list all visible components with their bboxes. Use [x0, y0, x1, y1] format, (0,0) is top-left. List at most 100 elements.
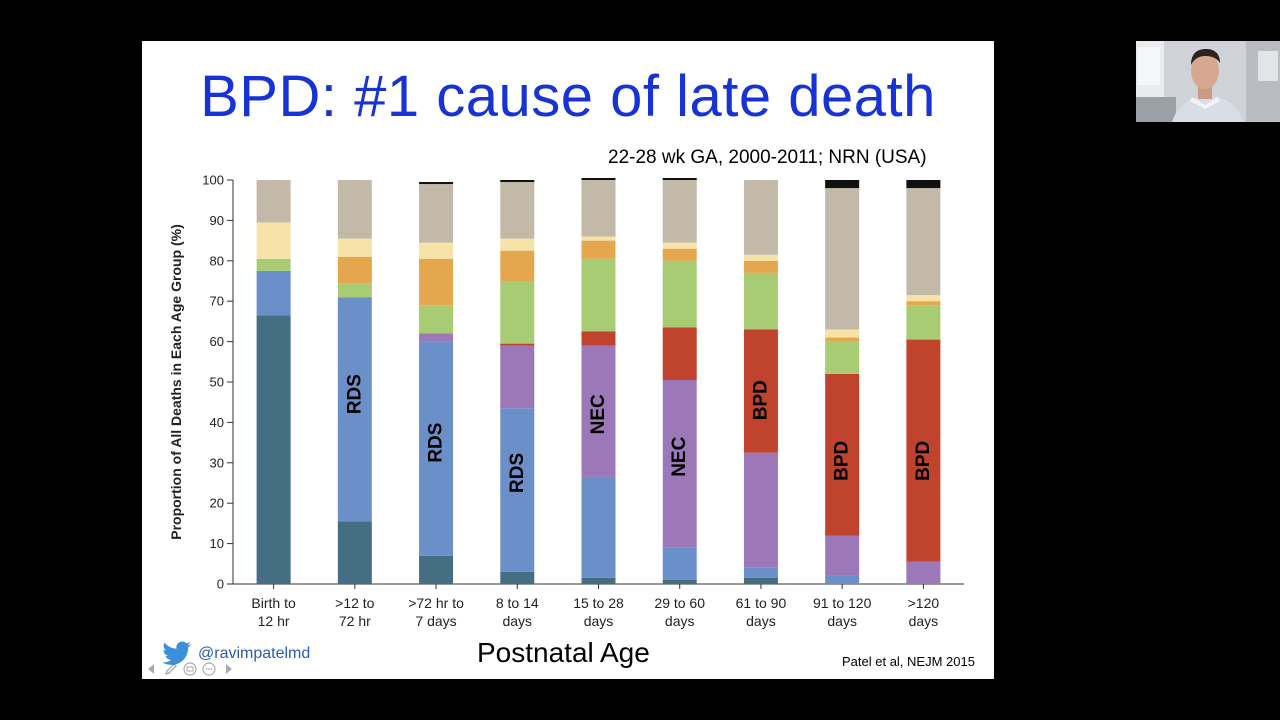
presenter-video-image	[1136, 41, 1280, 122]
chart-subtitle: 22-28 wk GA, 2000-2011; NRN (USA)	[608, 147, 927, 168]
x-category-label: 91 to 120	[813, 595, 872, 611]
bar-segment	[743, 254, 778, 261]
x-category-label: 15 to 28	[573, 595, 624, 611]
bar-segment	[256, 222, 291, 259]
bar-segment	[419, 333, 454, 342]
bar-segment	[256, 180, 291, 223]
bar-segment	[337, 283, 372, 298]
bar-segment	[419, 305, 454, 334]
bar-segment	[500, 343, 535, 346]
bar-segment	[337, 238, 372, 257]
y-tick-label: 50	[210, 375, 224, 390]
bar-segment	[581, 258, 616, 332]
x-axis-title: Postnatal Age	[477, 637, 650, 668]
bar-segment	[256, 315, 291, 584]
bar-segment	[581, 180, 616, 237]
bar-segment	[825, 535, 860, 576]
bar-segment	[662, 248, 697, 261]
x-category-label: 72 hr	[339, 613, 371, 629]
x-category-label: >72 hr to	[408, 595, 464, 611]
x-category-label: 7 days	[415, 613, 456, 629]
bar-segment	[500, 238, 535, 251]
bar-segment	[906, 301, 941, 306]
twitter-bird-icon	[162, 641, 191, 665]
bar-segment	[500, 571, 535, 584]
bar-segment	[906, 180, 941, 189]
bar-segment	[419, 341, 454, 556]
bar-segment	[825, 341, 860, 374]
bar-annotation: RDS	[426, 423, 447, 463]
bar-segment	[743, 260, 778, 273]
slides-icon[interactable]	[182, 661, 198, 677]
y-tick-label: 40	[210, 415, 224, 430]
bar-segment	[825, 329, 860, 338]
y-tick-label: 80	[210, 253, 224, 268]
bar-segment	[825, 188, 860, 330]
x-category-label: days	[746, 613, 776, 629]
bar-segment	[825, 337, 860, 342]
bar-segment	[662, 260, 697, 328]
bar-segment	[662, 242, 697, 249]
bar-segment	[581, 240, 616, 259]
bar-segment	[500, 281, 535, 344]
slide-nav-controls	[144, 661, 236, 677]
bar-segment	[500, 408, 535, 572]
x-category-label: 29 to 60	[654, 595, 705, 611]
bar-segment	[743, 272, 778, 330]
bar-segment	[906, 188, 941, 296]
twitter-handle-group: @ravimpatelmd	[162, 641, 310, 667]
bar-segment	[662, 327, 697, 380]
bar-segment	[825, 575, 860, 584]
webcam-video	[1136, 41, 1280, 122]
bar-segment	[500, 182, 535, 239]
x-category-label: 61 to 90	[736, 595, 787, 611]
x-category-label: days	[584, 613, 614, 629]
citation: Patel et al, NEJM 2015	[842, 654, 975, 669]
bar-segment	[743, 567, 778, 578]
x-category-label: >120	[908, 595, 940, 611]
pen-icon[interactable]	[163, 661, 179, 677]
y-tick-label: 90	[210, 213, 224, 228]
bar-segment	[419, 184, 454, 243]
bar-segment	[581, 476, 616, 578]
y-tick-label: 10	[210, 536, 224, 551]
bar-annotation: NEC	[588, 394, 609, 434]
bar-annotation: RDS	[344, 374, 365, 414]
bar-segment	[337, 521, 372, 584]
bar-segment	[581, 331, 616, 346]
arrow-left-icon[interactable]	[144, 661, 160, 677]
twitter-handle-text: @ravimpatelmd	[198, 645, 311, 662]
x-category-label: >12 to	[335, 595, 375, 611]
bar-segment	[419, 242, 454, 259]
bar-annotation: BPD	[913, 441, 934, 481]
bar-segment	[419, 258, 454, 306]
y-tick-label: 20	[210, 496, 224, 511]
bar-segment	[906, 295, 941, 302]
x-category-label: 12 hr	[258, 613, 290, 629]
stacked-bar-chart: 0 10 20 30 40 50 60 70 80 90 100 Proportion of All …	[168, 173, 964, 629]
bar-segment	[743, 577, 778, 584]
bar-segment	[662, 579, 697, 584]
bar-segment	[662, 180, 697, 243]
x-category-label: days	[665, 613, 695, 629]
bar-annotation: BPD	[750, 380, 771, 420]
y-tick-label: 100	[202, 173, 224, 188]
slide: BPD: #1 cause of late death 22-28 wk GA,…	[142, 41, 994, 679]
bar-segment	[743, 329, 778, 453]
x-category-label: days	[827, 613, 857, 629]
bar-segment	[581, 345, 616, 477]
bar-segment	[500, 180, 535, 183]
bar-segment	[825, 180, 860, 189]
arrow-right-icon[interactable]	[220, 661, 236, 677]
slide-title: BPD: #1 cause of late death	[200, 64, 936, 129]
x-category-label: Birth to	[251, 595, 296, 611]
bar-segment	[500, 345, 535, 409]
bar-annotation: RDS	[507, 453, 528, 493]
bar-segment	[662, 547, 697, 580]
more-icon[interactable]	[201, 661, 217, 677]
bar-segment	[906, 305, 941, 340]
y-tick-label: 30	[210, 455, 224, 470]
bar-segment	[581, 577, 616, 584]
x-category-label: 8 to 14	[496, 595, 539, 611]
bar-segment	[906, 561, 941, 584]
